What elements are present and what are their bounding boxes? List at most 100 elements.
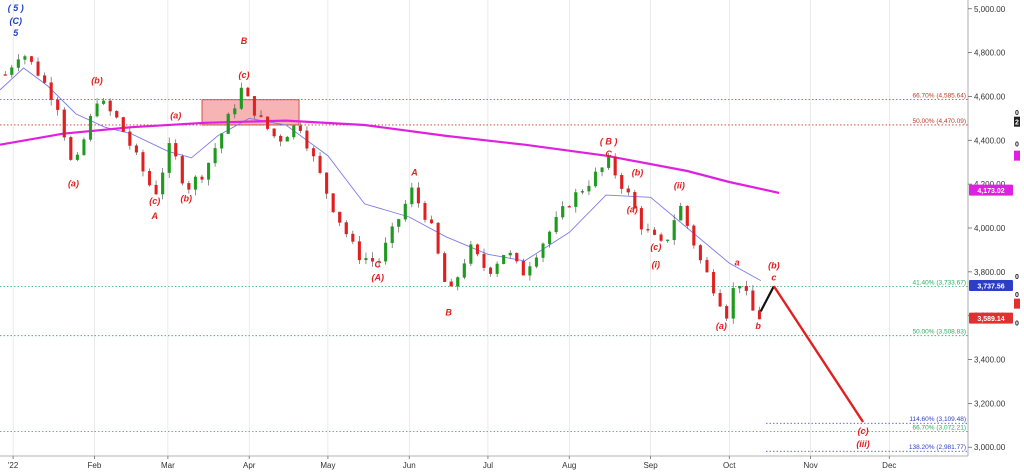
candle-up [384,242,388,262]
candle-down [436,222,440,254]
wave-label: (c) [238,70,249,80]
wave-label: a [735,257,740,267]
candle-down [725,306,729,319]
axis-edge-tag-label: 2 [1015,120,1019,127]
candle-down [331,193,335,213]
price-tag [969,184,1013,196]
wave-label: (c) [650,242,661,252]
candle-down [147,171,152,186]
candle-down [259,115,263,117]
candle-down [711,271,716,294]
candle-up [587,185,591,192]
candle-down [515,252,519,262]
wave-label: 5 [13,28,19,38]
candle-up [167,143,171,173]
candle-up [541,243,545,258]
y-tick-label: 3,400.00 [974,356,1006,365]
candle-up [213,148,217,164]
price-tag-label: 4,173.02 [977,188,1004,195]
wave-label: (c) [149,196,160,206]
axis-edge-marker: 0 [1015,110,1019,117]
wave-label: C [375,259,382,269]
candle-up [410,187,414,205]
candle-down [121,117,125,132]
wave-label: (C) [9,16,22,26]
candle-down [757,310,761,320]
candle-down [751,290,755,311]
candle-down [108,100,112,112]
axis-edge-marker: 0 [1015,292,1019,299]
candle-down [449,281,453,287]
axis-edge-tag [1014,298,1020,309]
candle-up [292,125,296,138]
x-tick-label: Jul [483,461,493,470]
candle-down [344,222,348,235]
moving-averages-layer [0,67,780,281]
wave-label: (a) [627,205,638,215]
candle-up [285,136,289,142]
wave-label: B [241,36,248,46]
axis-edge-marker: 0 [1015,142,1019,149]
candle-up [102,100,106,104]
candle-down [62,109,66,138]
candle-up [495,263,499,274]
candle-down [272,128,276,137]
price-tag-label: 3,737.56 [977,284,1004,291]
wave-label: b [755,321,761,331]
y-tick-label: 4,000.00 [974,224,1006,233]
axis-edge-tag [1014,150,1020,161]
candle-down [416,187,420,204]
wave-label: A [410,167,418,177]
x-tick-label: Dec [882,461,896,470]
candle-down [69,137,73,160]
price-tag [969,280,1013,292]
candle-up [397,219,401,227]
y-tick-label: 3,200.00 [974,399,1006,408]
candle-up [220,133,224,149]
candle-up [462,263,466,278]
x-tick-label: Nov [803,461,817,470]
candle-down [351,233,355,242]
wave-label: (a) [68,178,79,188]
candle-down [633,192,637,209]
wave-label: c [771,273,776,283]
candle-down [311,148,316,157]
y-tick-label: 4,800.00 [974,49,1006,58]
candle-up [233,108,237,115]
candle-down [298,125,302,131]
candle-up [574,192,578,207]
y-tick-label: 3,800.00 [974,268,1006,277]
projection-layer [759,285,865,423]
long-moving-average-line [0,119,780,194]
fib-level-label: 138.20% (2,981.77) [909,444,966,451]
candle-down [482,253,486,268]
short-moving-average-line [0,67,762,281]
candle-up [607,156,611,168]
candle-down [200,176,204,180]
candle-up [600,167,604,173]
candle-up [10,67,14,75]
candle-down [567,206,571,208]
price-tag-label: 3,589.14 [977,316,1004,323]
x-tick-label: Aug [562,461,576,470]
wave-label: (c) [858,426,869,436]
candle-up [82,139,86,156]
candle-up [88,115,93,140]
candle-down [43,75,47,83]
candle-down [626,188,630,193]
wave-label: (ii) [674,181,685,191]
price-axis-layer: 3,000.003,200.003,400.003,600.003,800.00… [967,0,1020,456]
candle-down [639,208,643,230]
candle-down [718,293,722,307]
candle-down [174,143,178,157]
candle-up [679,205,683,221]
y-tick-label: 4,400.00 [974,136,1006,145]
candle-up [548,231,552,244]
fib-level-label: 41.40% (3,733.67) [913,279,966,286]
wave-label: (i) [652,259,661,269]
fib-level-label: 66.70% (4,585.64) [913,93,966,100]
candle-down [56,99,60,110]
candle-up [672,220,676,241]
